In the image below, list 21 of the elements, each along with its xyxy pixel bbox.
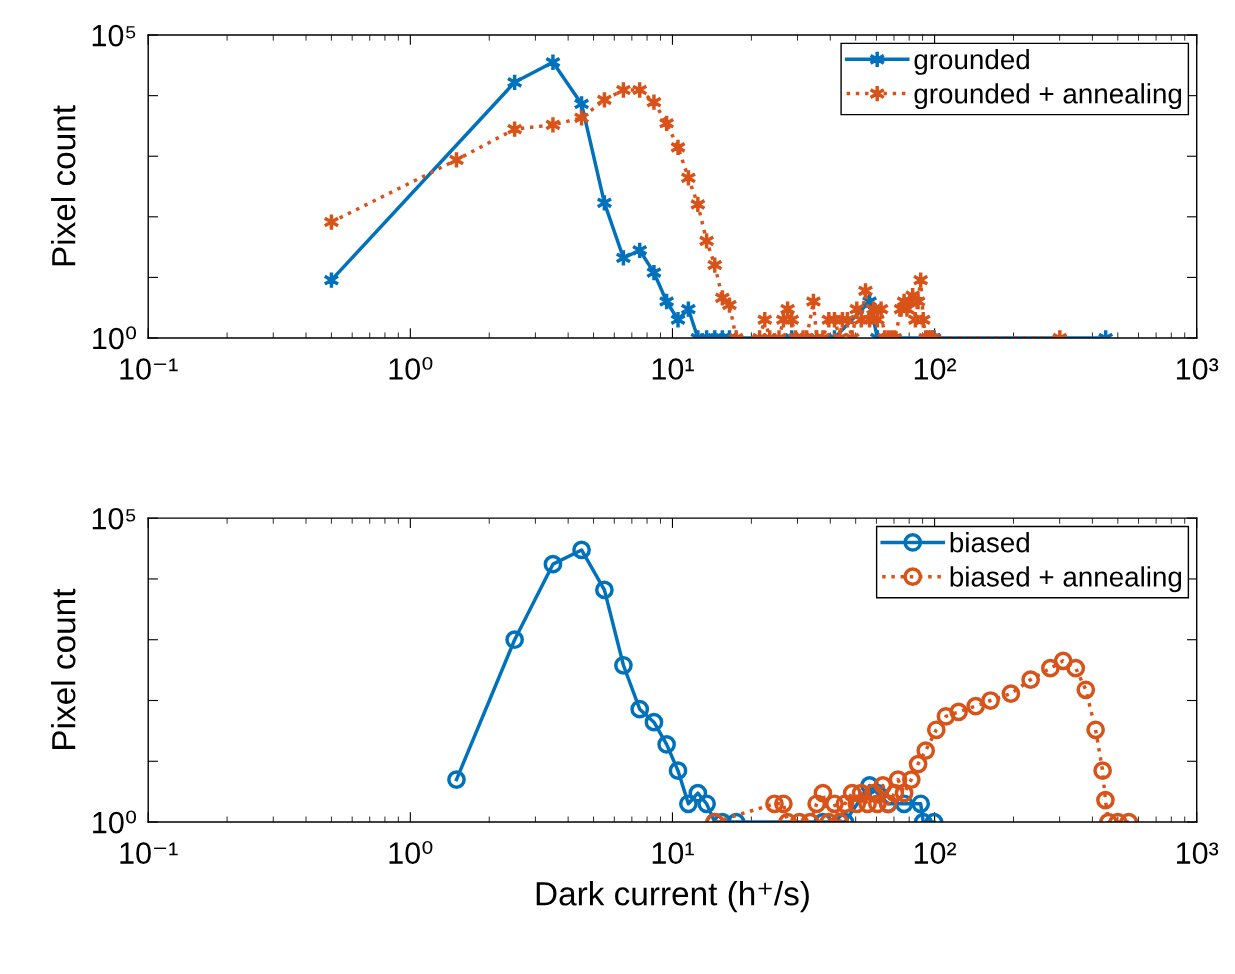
x-tick-label: 10²: [914, 358, 957, 380]
legend-label: biased + annealing: [950, 566, 1182, 593]
x-tick-label: 10⁰: [389, 840, 433, 864]
y-tick-label: 10⁵: [92, 507, 136, 530]
x-tick-label: 10²: [914, 842, 957, 864]
x-tick-label: 10¹: [652, 842, 694, 864]
y-axis-title: Pixel count: [51, 588, 76, 749]
y-tick-label: 10⁰: [93, 326, 137, 350]
y-tick-label: 10⁵: [92, 24, 136, 47]
legend-label: grounded: [914, 48, 1029, 75]
x-tick-label: 10⁻¹: [120, 358, 178, 380]
x-tick-label: 10³: [1176, 358, 1219, 380]
x-tick-label: 10⁰: [389, 356, 433, 380]
x-tick-label: 10¹: [652, 358, 694, 380]
legend-label: grounded + annealing: [914, 83, 1182, 110]
x-tick-label: 10⁻¹: [120, 842, 178, 864]
y-tick-label: 10⁰: [93, 810, 137, 834]
x-axis-title: Dark current (h⁺/s): [536, 881, 809, 913]
y-axis-title: Pixel count: [51, 105, 76, 266]
legend-label: biased: [950, 532, 1029, 553]
x-tick-label: 10³: [1176, 842, 1219, 864]
